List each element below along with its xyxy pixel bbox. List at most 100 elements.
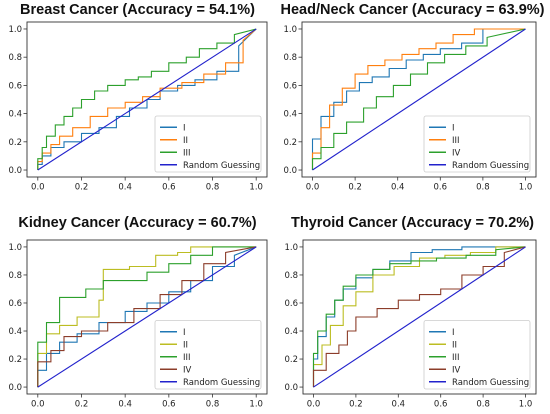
roc-plot-thyroid: 0.0 0.2 0.4 0.6 0.8 1.00.00.20.40.60.81.0IIII… bbox=[284, 239, 537, 410]
plot-frame bbox=[26, 239, 268, 395]
y-tick-label: 0.6 bbox=[284, 299, 298, 309]
x-tick-label: 0.4 bbox=[118, 183, 132, 193]
x-tick-label: 0.0 bbox=[307, 400, 321, 410]
chart-title: Breast Cancer (Accuracy = 54.1%) bbox=[20, 2, 255, 18]
x-tick-label: 0.6 bbox=[434, 183, 448, 193]
legend-label: I bbox=[183, 123, 186, 133]
x-tick-label: 0.8 bbox=[206, 183, 220, 193]
roc-line-iii bbox=[312, 246, 526, 388]
legend-box bbox=[423, 320, 531, 390]
y-tick-label: 0.4 bbox=[283, 110, 297, 120]
random-guess-line bbox=[37, 28, 257, 171]
y-tick-label: 1.0 bbox=[8, 243, 22, 253]
random-guess-line bbox=[312, 28, 526, 171]
roc-line-iv bbox=[311, 28, 526, 170]
x-tick-label: 1.0 bbox=[519, 183, 533, 193]
y-tick-label: 0.0 bbox=[8, 383, 22, 393]
y-tick-label: 1.0 bbox=[284, 243, 298, 253]
x-tick-label: 0.8 bbox=[476, 183, 490, 193]
x-tick-label: 0.0 bbox=[31, 400, 45, 410]
y-tick-label: 0.8 bbox=[283, 53, 297, 63]
x-tick-label: 1.0 bbox=[519, 400, 533, 410]
roc-line-iii bbox=[37, 246, 257, 388]
legend-label: III bbox=[183, 353, 191, 363]
roc-line-ii bbox=[37, 28, 257, 170]
legend-box bbox=[154, 115, 262, 173]
roc-line-i bbox=[311, 28, 526, 170]
x-tick-label: 0.4 bbox=[392, 400, 406, 410]
y-tick-label: 0.4 bbox=[8, 110, 22, 120]
legend-label: Random Guessing bbox=[452, 378, 529, 388]
y-tick-label: 0.0 bbox=[8, 166, 22, 176]
legend-label: IV bbox=[452, 148, 461, 158]
legend-box bbox=[154, 320, 262, 390]
x-tick-label: 0.8 bbox=[206, 400, 220, 410]
y-tick-label: 1.0 bbox=[8, 25, 22, 35]
chart-title: Kidney Cancer (Accuracy = 60.7%) bbox=[18, 215, 257, 231]
y-tick-label: 0.6 bbox=[8, 299, 22, 309]
chart-title: Head/Neck Cancer (Accuracy = 63.9%) bbox=[280, 2, 545, 18]
roc-plot-kidney: 0.0 0.2 0.4 0.6 0.8 1.00.00.20.40.60.81.0IIII… bbox=[8, 239, 268, 410]
legend-label: II bbox=[183, 136, 188, 146]
roc-line-i bbox=[37, 246, 257, 388]
legend-label: IV bbox=[183, 365, 192, 375]
legend-label: II bbox=[452, 340, 457, 350]
y-tick-label: 0.4 bbox=[8, 327, 22, 337]
roc-line-iii bbox=[311, 28, 526, 170]
x-tick-label: 0.6 bbox=[162, 183, 176, 193]
legend-label: Random Guessing bbox=[183, 161, 260, 171]
chart-title: Thyroid Cancer (Accuracy = 70.2%) bbox=[291, 215, 534, 231]
chart-panel-breast: Breast Cancer (Accuracy = 54.1%) 0.0 0.2 0… bbox=[0, 0, 275, 207]
chart-panel-head-neck: Head/Neck Cancer (Accuracy = 63.9%) 0.0 0… bbox=[275, 0, 550, 207]
legend-label: III bbox=[452, 136, 460, 146]
roc-line-i bbox=[312, 246, 526, 388]
roc-plot-head-neck: 0.0 0.2 0.4 0.6 0.8 1.00.00.20.40.60.81.0IIII… bbox=[283, 21, 537, 193]
x-tick-label: 0.8 bbox=[476, 400, 490, 410]
legend-label: Random Guessing bbox=[183, 378, 260, 388]
plot-frame bbox=[302, 239, 537, 395]
x-tick-label: 0.2 bbox=[75, 183, 89, 193]
legend-label: I bbox=[452, 328, 455, 338]
x-tick-label: 0.2 bbox=[348, 183, 362, 193]
chart-panel-thyroid: Thyroid Cancer (Accuracy = 70.2%) 0.0 0.2… bbox=[275, 207, 550, 414]
y-tick-label: 1.0 bbox=[283, 25, 297, 35]
y-tick-label: 0.2 bbox=[8, 355, 22, 365]
x-tick-label: 1.0 bbox=[249, 400, 263, 410]
legend-label: IV bbox=[452, 365, 461, 375]
roc-line-iii bbox=[37, 28, 257, 170]
random-guess-line bbox=[37, 246, 257, 388]
y-tick-label: 0.6 bbox=[283, 81, 297, 91]
x-tick-label: 0.6 bbox=[162, 400, 176, 410]
roc-plot-breast: 0.0 0.2 0.4 0.6 0.8 1.00.00.20.40.60.81.0IIII… bbox=[8, 21, 268, 193]
x-tick-label: 1.0 bbox=[249, 183, 263, 193]
plot-frame bbox=[301, 21, 537, 178]
y-tick-label: 0.2 bbox=[284, 355, 298, 365]
y-tick-label: 0.2 bbox=[8, 138, 22, 148]
x-tick-label: 0.2 bbox=[75, 400, 89, 410]
roc-line-iv bbox=[37, 246, 257, 388]
y-tick-label: 0.8 bbox=[284, 271, 298, 281]
legend-label: III bbox=[183, 148, 191, 158]
y-tick-label: 0.8 bbox=[8, 53, 22, 63]
legend-label: II bbox=[183, 340, 188, 350]
y-tick-label: 0.4 bbox=[284, 327, 298, 337]
y-tick-label: 0.8 bbox=[8, 271, 22, 281]
x-tick-label: 0.4 bbox=[391, 183, 405, 193]
legend-label: Random Guessing bbox=[452, 161, 529, 171]
legend-label: III bbox=[452, 353, 460, 363]
y-tick-label: 0.6 bbox=[8, 81, 22, 91]
x-tick-label: 0.0 bbox=[306, 183, 320, 193]
x-tick-label: 0.2 bbox=[349, 400, 363, 410]
chart-panel-kidney: Kidney Cancer (Accuracy = 60.7%) 0.0 0.2 0… bbox=[0, 207, 275, 414]
y-tick-label: 0.0 bbox=[284, 383, 298, 393]
legend-label: I bbox=[452, 123, 455, 133]
y-tick-label: 0.2 bbox=[283, 138, 297, 148]
plot-frame bbox=[26, 21, 268, 178]
y-tick-label: 0.0 bbox=[283, 166, 297, 176]
random-guess-line bbox=[313, 246, 526, 388]
x-tick-label: 0.0 bbox=[31, 183, 45, 193]
legend-label: I bbox=[183, 328, 186, 338]
legend-box bbox=[423, 115, 531, 173]
roc-line-ii bbox=[37, 246, 257, 388]
x-tick-label: 0.6 bbox=[434, 400, 448, 410]
